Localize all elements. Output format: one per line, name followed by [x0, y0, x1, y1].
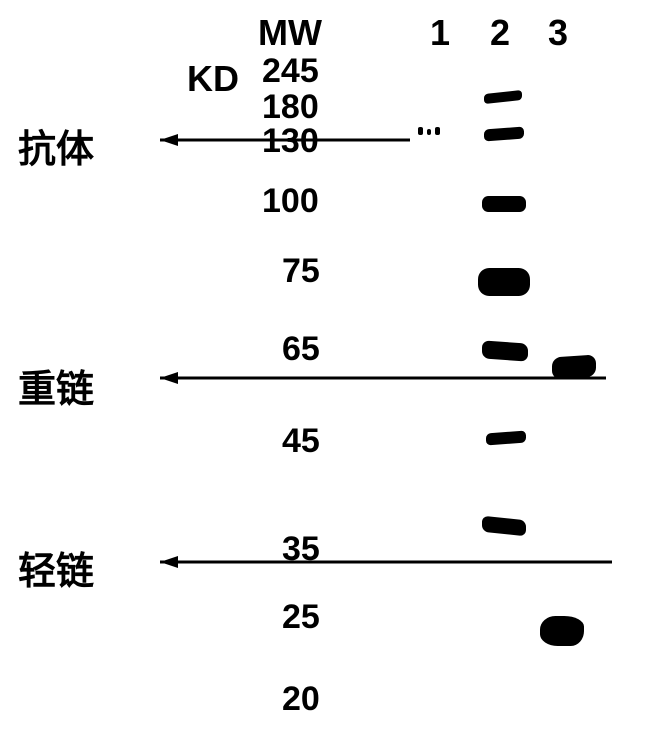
lane3-band-lc	[540, 616, 584, 646]
mw-100: 100	[262, 182, 319, 221]
label-heavychain: 重链	[18, 358, 94, 413]
label-antibody: 抗体	[18, 118, 94, 173]
lane2-band-65	[482, 340, 528, 361]
mw-130: 130	[262, 122, 319, 161]
mw-20: 20	[282, 680, 320, 719]
lane2-band-130	[484, 127, 524, 142]
lane1-mark-130	[418, 122, 446, 136]
mw-45: 45	[282, 422, 320, 461]
header-lane3: 3	[548, 12, 568, 54]
header-mw: MW	[258, 12, 322, 54]
label-lightchain: 轻链	[18, 540, 94, 595]
mw-25: 25	[282, 598, 320, 637]
mw-75: 75	[282, 252, 320, 291]
lane2-band-100	[482, 196, 526, 212]
gel-figure: MW 1 2 3 KD 245 180 130 100 75 65 45 35 …	[0, 0, 647, 745]
lane2-band-180	[484, 90, 522, 104]
mw-245: 245	[262, 52, 319, 91]
mw-65: 65	[282, 330, 320, 369]
header-lane2: 2	[490, 12, 510, 54]
kd-label: KD	[187, 58, 239, 100]
mw-35: 35	[282, 530, 320, 569]
lane2-band-75	[478, 268, 530, 296]
lane2-band-45	[486, 431, 526, 446]
lane3-band-hc	[552, 354, 596, 379]
header-lane1: 1	[430, 12, 450, 54]
lane2-band-35	[482, 516, 526, 537]
